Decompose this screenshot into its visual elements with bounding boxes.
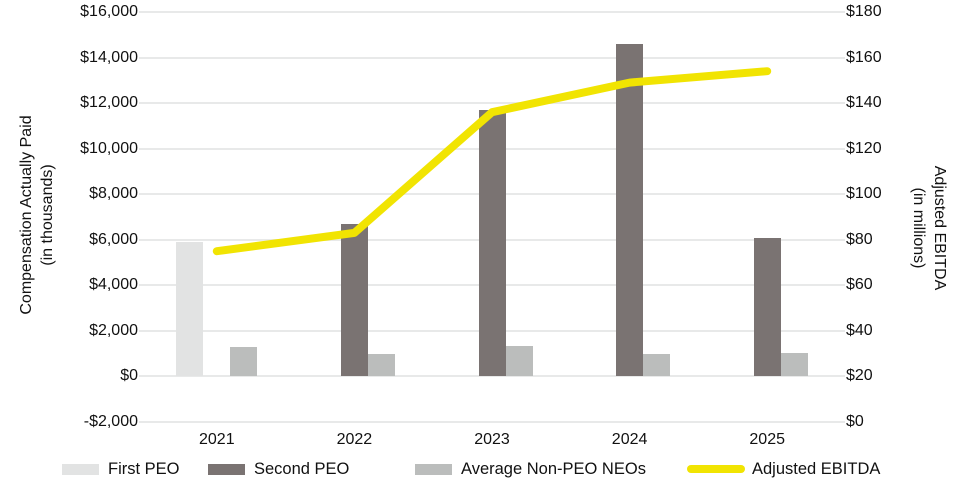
left-y-tick-label: $6,000 <box>89 230 138 248</box>
right-y-tick-label: $120 <box>846 139 882 157</box>
legend-swatch-first-peo <box>62 463 99 475</box>
gridline <box>139 421 845 423</box>
right-axis-title-line1: Adjusted EBITDA <box>931 165 948 291</box>
left-y-tick-label: $0 <box>120 367 138 385</box>
x-tick-label-2023: 2023 <box>474 431 510 448</box>
right-y-tick-label: $20 <box>846 367 873 385</box>
legend-item-second-peo: Second PEO <box>208 456 349 482</box>
bar-average-non-peo-neos-2021 <box>230 346 258 377</box>
right-y-tick-label: $80 <box>846 230 873 248</box>
left-y-tick-label: $2,000 <box>89 321 138 339</box>
left-y-tick-label: $10,000 <box>80 139 138 157</box>
left-y-tick-label: $8,000 <box>89 185 138 203</box>
left-y-tick-label: -$2,000 <box>83 413 138 430</box>
legend-item-adjusted-ebitda: Adjusted EBITDA <box>687 456 880 482</box>
right-y-tick-label: $180 <box>846 3 882 20</box>
right-axis-title: Adjusted EBITDA (in millions) <box>908 166 950 291</box>
bar-second-peo-2023 <box>478 109 506 377</box>
left-y-tick-label: $16,000 <box>80 3 138 20</box>
left-y-tick-label: $14,000 <box>80 48 138 66</box>
line-adjusted-ebitda <box>212 67 772 256</box>
bar-average-non-peo-neos-2025 <box>780 352 808 377</box>
right-y-tick-label: $100 <box>846 185 882 203</box>
bar-second-peo-2024 <box>616 43 644 377</box>
gridline <box>139 56 845 59</box>
legend-item-first-peo: First PEO <box>62 456 180 482</box>
x-tick-label-2021: 2021 <box>199 431 235 448</box>
legend-item-average-non-peo-neos: Average Non-PEO NEOs <box>415 456 646 482</box>
legend-label: Second PEO <box>254 459 350 478</box>
right-y-tick-label: $160 <box>846 48 882 66</box>
legend-swatch-average-non-peo-neos <box>415 463 452 475</box>
plot-area <box>139 11 845 423</box>
bar-second-peo-2022 <box>340 223 368 377</box>
right-y-tick-label: $60 <box>846 276 873 294</box>
legend-label: First PEO <box>108 459 180 478</box>
right-y-tick-label: $0 <box>846 413 864 430</box>
x-tick-label-2024: 2024 <box>611 431 648 448</box>
legend-label: Average Non-PEO NEOs <box>461 459 646 478</box>
bar-second-peo-2025 <box>753 237 781 377</box>
ebitda-line-layer <box>212 67 772 256</box>
bar-average-non-peo-neos-2024 <box>643 353 671 377</box>
legend-label: Adjusted EBITDA <box>752 459 881 478</box>
gridline <box>139 102 845 105</box>
gridline <box>139 11 845 13</box>
left-y-tick-label: $4,000 <box>89 276 138 294</box>
right-y-tick-label: $40 <box>846 321 873 339</box>
bar-average-non-peo-neos-2023 <box>505 345 533 377</box>
right-axis-title-line2: (in millions) <box>910 187 927 269</box>
legend-swatch-second-peo <box>208 463 245 475</box>
right-y-tick-label: $140 <box>846 94 882 112</box>
gridline <box>139 375 845 378</box>
left-axis-title-line1: Compensation Actually Paid <box>18 115 35 315</box>
bar-average-non-peo-neos-2022 <box>367 353 395 377</box>
x-tick-label-2025: 2025 <box>749 431 785 448</box>
chart-legend: First PEO Second PEO Average Non-PEO NEOs A… <box>0 456 960 482</box>
bar-first-peo-2021 <box>176 242 204 377</box>
legend-line-swatch-adjusted-ebitda <box>687 465 745 473</box>
x-tick-label-2022: 2022 <box>336 431 373 448</box>
left-y-tick-label: $12,000 <box>80 94 138 112</box>
